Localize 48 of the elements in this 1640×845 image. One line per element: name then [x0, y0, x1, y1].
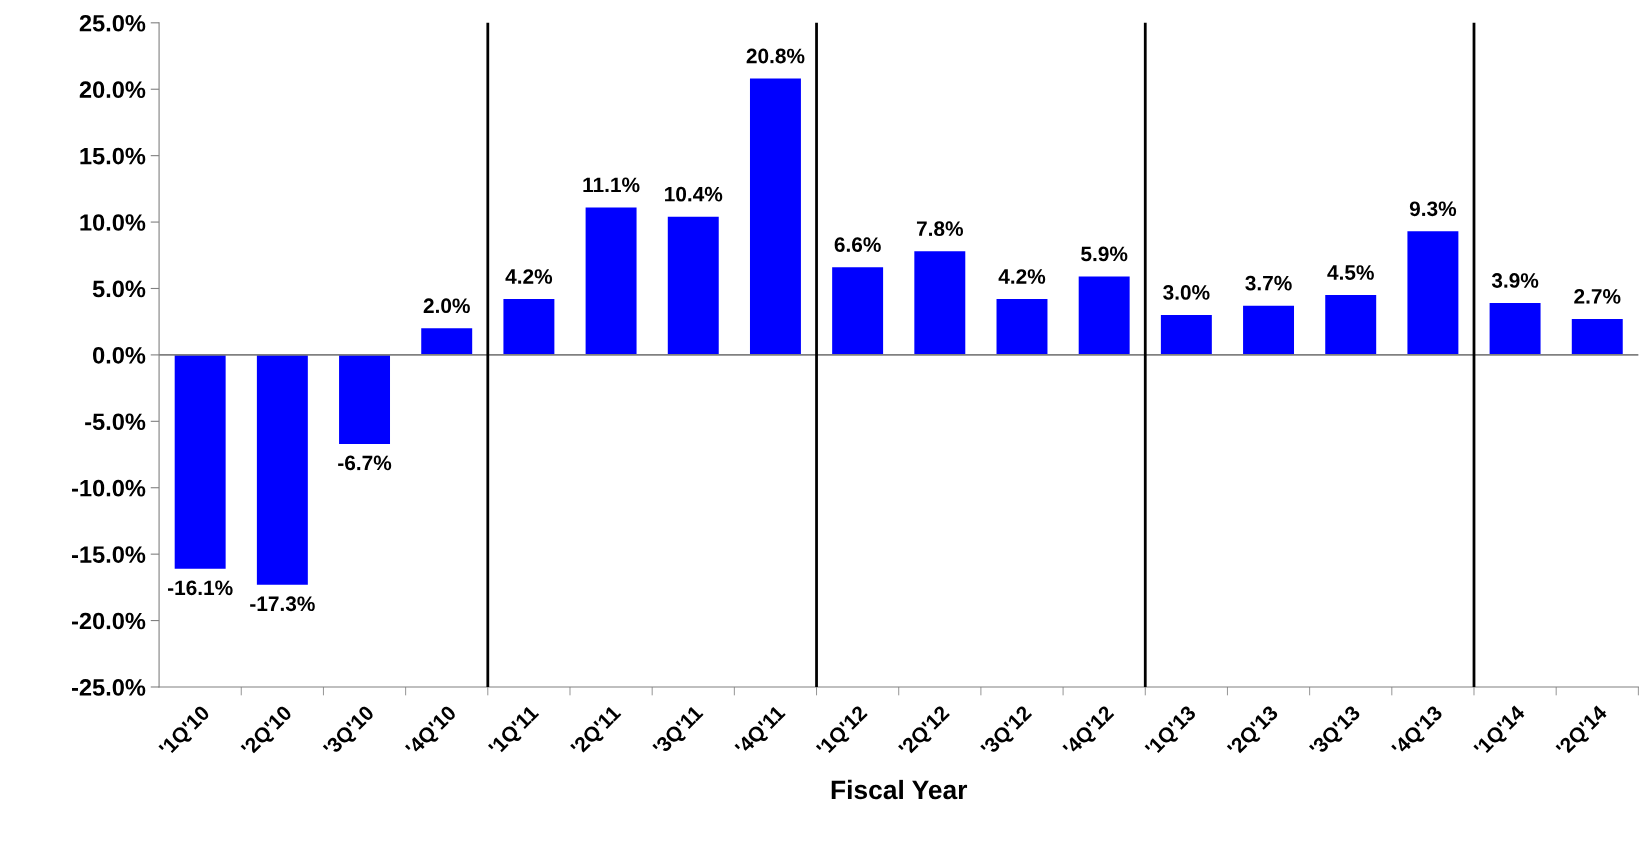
data-label: 6.6%: [834, 237, 881, 252]
data-label: 3.9%: [1491, 273, 1539, 288]
data-label: 4.5%: [1327, 265, 1374, 280]
data-label: 2.7%: [1574, 289, 1621, 304]
bar: [1407, 231, 1459, 355]
y-tick-label: -25.0%: [72, 679, 146, 696]
data-label: 4.2%: [505, 269, 553, 284]
y-tick-label: 25.0%: [79, 14, 146, 32]
bar: [914, 251, 966, 355]
bar: [174, 354, 226, 569]
data-label: 2.0%: [423, 298, 470, 314]
bar: [339, 354, 391, 444]
data-label: -17.3%: [250, 596, 315, 612]
data-label: 9.3%: [1409, 201, 1457, 217]
bar: [1489, 303, 1541, 355]
bar: [996, 299, 1048, 355]
y-tick-label: 15.0%: [80, 147, 146, 165]
y-tick-label: -10.0%: [72, 479, 146, 497]
bar: [1160, 315, 1212, 355]
data-label: 5.9%: [1081, 246, 1128, 262]
bar: [1571, 319, 1623, 355]
y-tick-label: -20.0%: [72, 612, 146, 630]
data-label: 4.2%: [998, 269, 1046, 284]
y-tick-label: 20.0%: [79, 81, 146, 99]
data-label: -6.7%: [338, 455, 392, 471]
data-label: 20.8%: [746, 48, 805, 64]
bar: [1078, 276, 1130, 355]
y-tick-label: 10.0%: [80, 214, 146, 231]
y-tick-label: -15.0%: [72, 546, 146, 563]
bar: [832, 267, 884, 355]
bar: [256, 354, 308, 585]
bar: [1325, 295, 1377, 355]
bar: [1243, 305, 1295, 355]
data-label: -16.1%: [167, 580, 233, 596]
y-tick-label: -5.0%: [85, 413, 146, 431]
bar: [585, 207, 637, 355]
data-label: 11.1%: [583, 177, 640, 193]
bar: [667, 216, 719, 355]
data-label: 3.7%: [1245, 275, 1292, 291]
data-label: 7.8%: [916, 221, 964, 237]
data-label: 3.0%: [1163, 285, 1210, 300]
bar: [749, 78, 801, 355]
data-label: 10.4%: [665, 186, 723, 202]
x-axis-title: Fiscal Year: [831, 779, 968, 800]
y-tick-label: 5.0%: [92, 280, 146, 298]
bar: [503, 299, 555, 355]
y-tick-label: 0.0%: [93, 346, 146, 364]
bar: [421, 328, 473, 355]
